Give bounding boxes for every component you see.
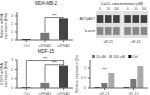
svg-text:AKT/pAKT: AKT/pAKT	[79, 17, 95, 21]
svg-text:0: 0	[127, 7, 129, 11]
svg-text:1: 1	[11, 30, 13, 34]
svg-text:2: 2	[11, 68, 13, 72]
svg-text:MDA-MB-2: MDA-MB-2	[35, 1, 58, 6]
svg-text:1: 1	[11, 77, 13, 81]
svg-text:***: ***	[52, 60, 57, 65]
svg-text:10: 10	[107, 7, 111, 11]
svg-text:2: 2	[11, 22, 13, 26]
html-text:EGFR mRNA: EGFR mRNA	[0, 63, 5, 85]
svg-text:sR-21: sR-21	[99, 92, 109, 95]
svg-text:b-actin: b-actin	[85, 29, 95, 33]
svg-text:Relative mRNAexpression (fold): Relative mRNAexpression (fold)	[8, 13, 9, 40]
svg-text:0: 0	[99, 7, 101, 11]
svg-text:3: 3	[11, 14, 13, 18]
svg-text:0.5: 0.5	[81, 76, 86, 80]
svg-text:sR-21: sR-21	[104, 40, 113, 44]
svg-text:***: ***	[43, 56, 48, 61]
svg-text:siRNA2: siRNA2	[57, 92, 70, 95]
svg-text:0: 0	[11, 86, 13, 90]
svg-text:1: 1	[84, 66, 86, 70]
svg-text:10: 10	[134, 7, 138, 11]
svg-text:100 uM: 100 uM	[113, 55, 125, 59]
svg-text:Ctrl: Ctrl	[132, 55, 138, 59]
html-text:Relative mRNA: Relative mRNA	[0, 13, 5, 39]
svg-text:10 uM: 10 uM	[96, 55, 106, 59]
svg-text:Ctrl: Ctrl	[23, 44, 29, 47]
svg-text:100: 100	[114, 7, 119, 11]
svg-text:EGFR mRNAexpression (fold): EGFR mRNAexpression (fold)	[8, 61, 9, 88]
svg-text:0: 0	[84, 86, 86, 90]
svg-text:CaCL concentration (uM): CaCL concentration (uM)	[101, 2, 142, 6]
svg-text:Relative expression (%): Relative expression (%)	[75, 55, 79, 93]
svg-text:Ctrl: Ctrl	[23, 92, 29, 95]
svg-text:siRNA1: siRNA1	[39, 44, 52, 47]
svg-text:sR-15: sR-15	[128, 92, 138, 95]
svg-text:***: ***	[102, 67, 107, 72]
svg-text:***: ***	[52, 13, 57, 18]
svg-text:siRNA2: siRNA2	[57, 44, 70, 47]
svg-text:100: 100	[141, 7, 142, 11]
svg-text:3: 3	[11, 58, 13, 62]
svg-text:sR-15: sR-15	[131, 40, 140, 44]
svg-text:MDF-15: MDF-15	[38, 49, 55, 54]
svg-text:0: 0	[11, 38, 13, 42]
svg-text:siRNA1: siRNA1	[39, 92, 52, 95]
